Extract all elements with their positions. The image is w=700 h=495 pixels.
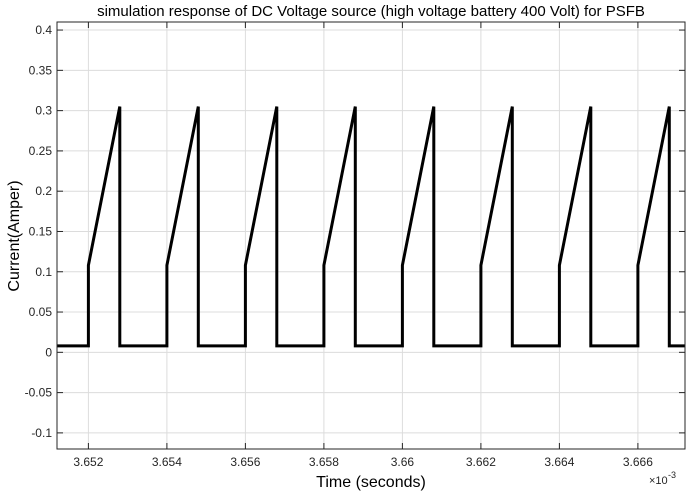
x-tick-label: 3.658 <box>309 455 339 469</box>
y-tick-label: 0.15 <box>29 224 53 238</box>
series-line <box>57 106 685 348</box>
series <box>57 106 685 348</box>
plot-frame <box>56 21 686 450</box>
x-tick-label: 3.666 <box>623 455 653 469</box>
y-tick-label: 0.3 <box>35 104 52 118</box>
y-tick-label: 0.35 <box>29 63 53 77</box>
y-tick-label: 0.4 <box>35 23 52 37</box>
x-tick-label: 3.654 <box>152 455 182 469</box>
x-tick-label: 3.662 <box>466 455 496 469</box>
chart-title: simulation response of DC Voltage source… <box>97 3 645 20</box>
y-axis-label: Current(Amper) <box>6 180 23 291</box>
y-tick-label: -0.1 <box>31 426 52 440</box>
x-tick-label: 3.664 <box>544 455 574 469</box>
y-tick-labels: -0.1 -0.05 0 0.05 0.1 0.15 0.2 0.25 0.3 0.35 0.4 <box>25 23 53 440</box>
x-axis-label: Time (seconds) <box>316 474 426 491</box>
y-tick-label: 0.1 <box>35 265 52 279</box>
x-exponent-power: -3 <box>668 470 676 480</box>
grid <box>57 22 685 449</box>
x-tick-labels: 3.652 3.654 3.656 3.658 3.66 3.662 3.664 3.666 <box>73 455 653 469</box>
y-tick-label: 0.05 <box>29 305 53 319</box>
y-tick-label: 0.2 <box>35 184 52 198</box>
plot-area <box>57 22 685 449</box>
x-tick-label: 3.652 <box>73 455 103 469</box>
x-exponent-label: ×10 <box>649 475 668 487</box>
x-tick-label: 3.656 <box>230 455 260 469</box>
y-tick-label: 0 <box>45 345 52 359</box>
y-tick-label: 0.25 <box>29 144 53 158</box>
x-tick-label: 3.66 <box>391 455 415 469</box>
y-tick-label: -0.05 <box>25 386 53 400</box>
ticks <box>57 22 685 449</box>
